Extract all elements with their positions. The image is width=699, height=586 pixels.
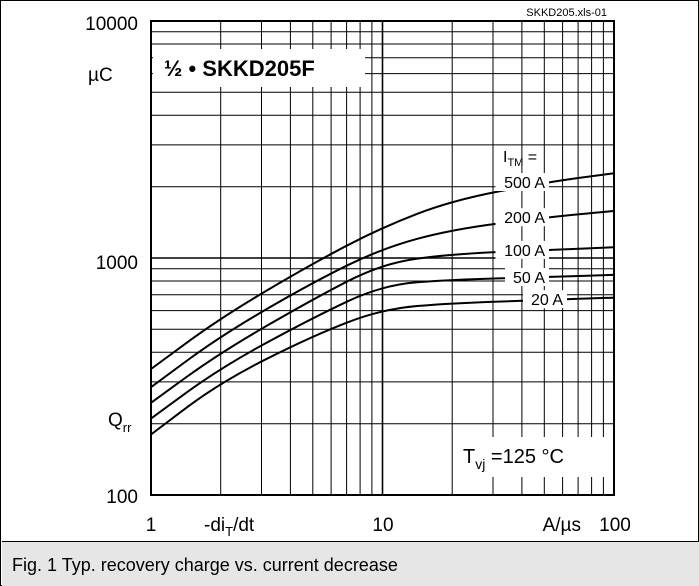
file-tag: SKKD205.xls-01 — [526, 7, 607, 19]
curve-label-bg — [495, 240, 549, 259]
recovery-charge-chart: 500 A 200 A 100 A 50 A 20 A SKKD205.xls-01 ½… — [85, 7, 631, 539]
inset-title: ½ • SKKD205F — [164, 56, 315, 81]
condition-label: Tvj =125 °C — [463, 446, 564, 472]
legend-header-main: I — [503, 149, 507, 166]
curve-label-20a: 20 A — [531, 292, 563, 309]
curve-label-bg — [495, 173, 549, 191]
y-unit: µC — [88, 65, 113, 86]
y-axis-label: Qrr — [108, 410, 132, 435]
y-tick-label-100: 100 — [106, 487, 138, 508]
curve-label-bg — [523, 290, 567, 309]
legend-header-sub: TM — [507, 157, 523, 169]
legend-header: ITM = — [503, 149, 537, 169]
x-tick-label-1: 1 — [146, 515, 157, 536]
curve-50a — [150, 273, 616, 420]
curve-100a — [150, 246, 616, 404]
curve-label-500a: 500 A — [504, 175, 545, 192]
x-axis-label-sub: T — [225, 524, 233, 539]
y-axis-label-main: Q — [108, 410, 123, 431]
condition-sub: vj — [475, 456, 485, 472]
curve-label-bg — [495, 208, 549, 227]
y-tick-label-1000: 1000 — [96, 253, 138, 274]
figure-caption: Fig. 1 Typ. recovery charge vs. current … — [12, 555, 398, 575]
y-tick-label-10000: 10000 — [85, 14, 138, 35]
curve-labels: 500 A 200 A 100 A 50 A 20 A — [495, 173, 567, 309]
curve-label-100a: 100 A — [504, 243, 545, 260]
legend-header-tail: = — [523, 149, 537, 166]
x-axis-label-main: -di — [204, 515, 225, 536]
y-axis-label-sub: rr — [123, 420, 132, 435]
x-tick-label-100: 100 — [599, 515, 631, 536]
curve-200a — [150, 209, 616, 389]
curves — [150, 172, 616, 436]
x-unit: A/µs — [543, 515, 581, 536]
curve-label-bg — [505, 268, 549, 286]
curve-label-200a: 200 A — [504, 210, 545, 227]
condition-tail: =125 °C — [485, 446, 564, 468]
plot-frame — [150, 20, 615, 496]
condition-main: T — [463, 446, 475, 468]
curve-label-50a: 50 A — [513, 270, 545, 287]
curve-500a — [150, 172, 616, 370]
x-tick-label-10: 10 — [372, 515, 393, 536]
condition-box — [457, 437, 609, 477]
figure-caption-bar: Fig. 1 Typ. recovery charge vs. current … — [2, 541, 699, 586]
inset-title-box — [153, 49, 365, 87]
x-axis-label-tail: /dt — [233, 515, 255, 536]
x-axis-label: -diT/dt — [204, 515, 255, 539]
